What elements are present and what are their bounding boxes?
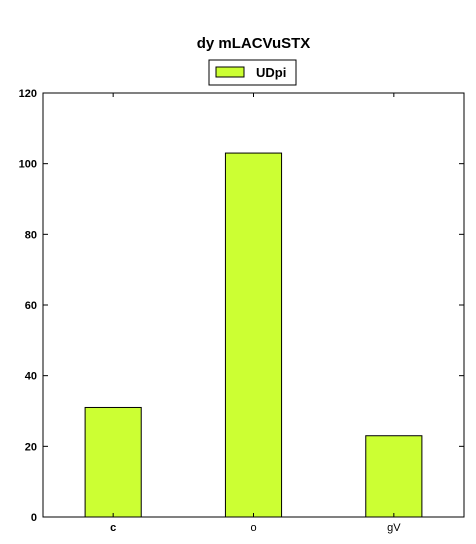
- bars: [84, 152, 423, 518]
- y-tick-label: 0: [31, 512, 37, 524]
- bar-gV: [365, 435, 423, 518]
- plot-area-frame: [42, 92, 465, 518]
- legend-label: UDpi: [256, 65, 286, 80]
- y-axis-ticks: 0 20 40 60 80 100 120: [19, 88, 464, 524]
- legend-swatch: [215, 66, 245, 78]
- bar-o: [224, 152, 283, 518]
- y-tick-label: 120: [19, 88, 37, 100]
- legend: UDpi: [208, 59, 297, 86]
- chart-title: dy mLACVuSTX: [197, 35, 311, 52]
- y-tick-label: 40: [25, 371, 37, 383]
- x-tick-label: o: [250, 522, 256, 534]
- y-tick-label: 60: [25, 300, 37, 312]
- x-tick-label: gV: [387, 522, 401, 534]
- y-tick-label: 80: [25, 229, 37, 241]
- y-tick-label: 100: [19, 159, 37, 171]
- x-tick-label: c: [110, 522, 116, 534]
- y-tick-label: 20: [25, 441, 37, 453]
- x-axis-ticks: c o gV: [110, 93, 401, 534]
- bar-c: [84, 406, 142, 518]
